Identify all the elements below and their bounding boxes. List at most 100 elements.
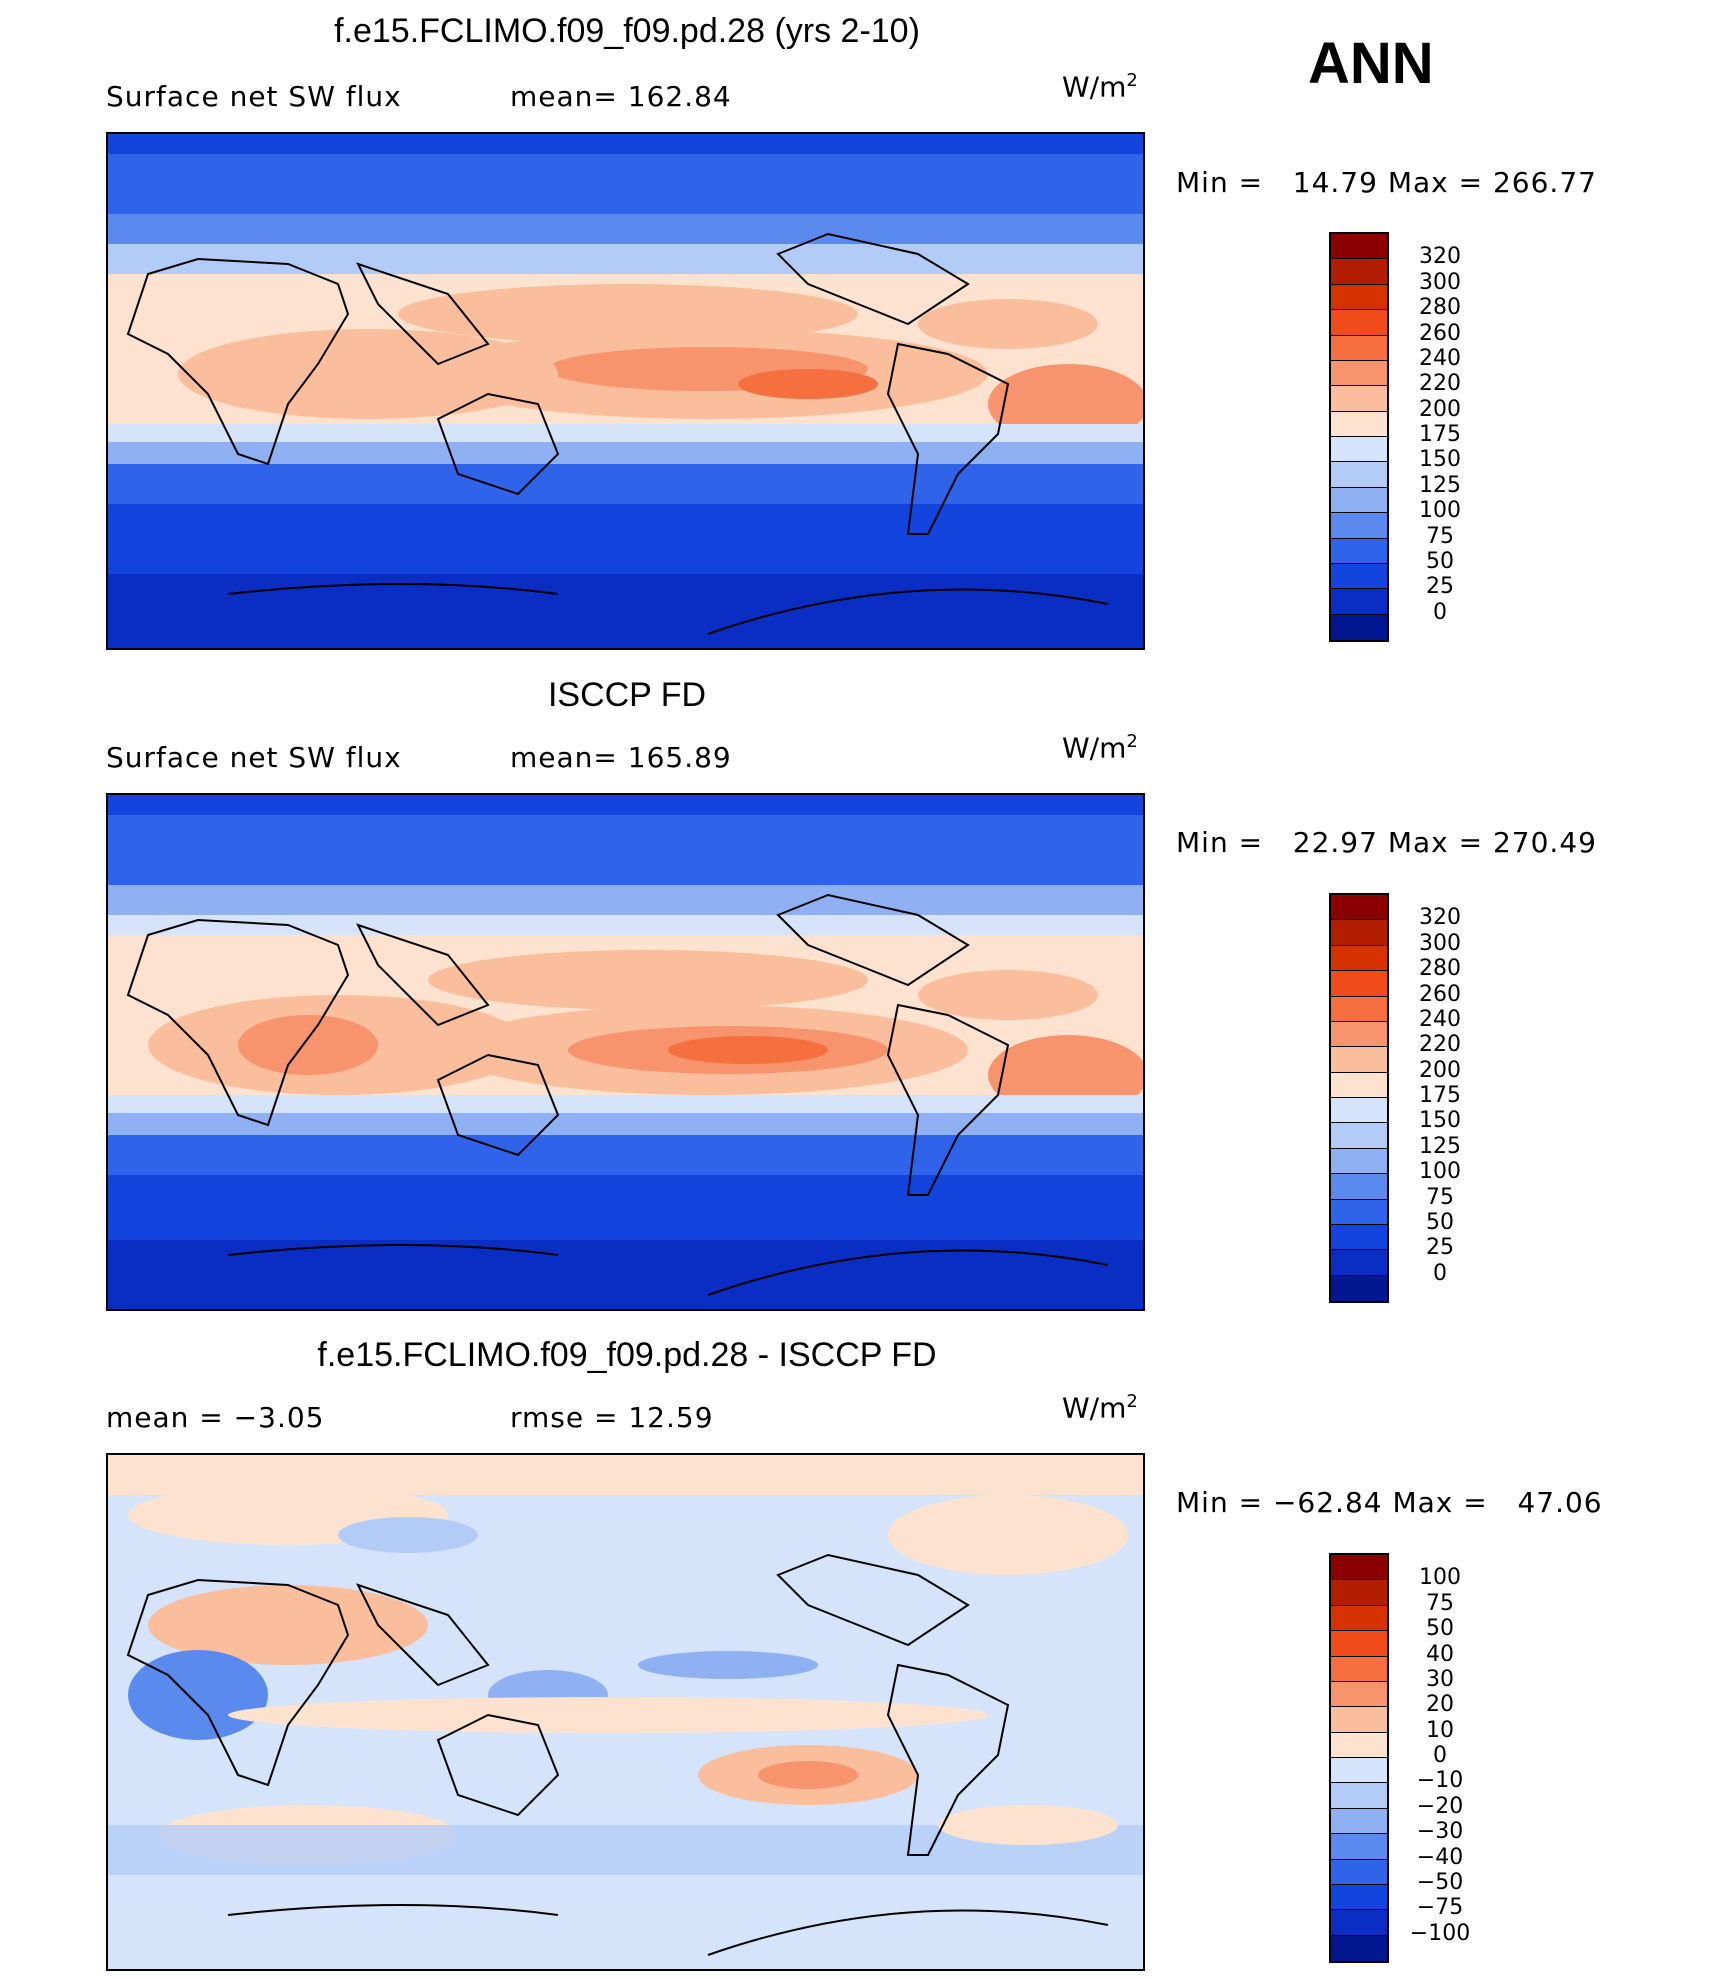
colorbar-tick-label: 240 — [1419, 1006, 1461, 1032]
colorbar-swatch — [1331, 1098, 1387, 1124]
colorbar-swatch — [1331, 895, 1387, 921]
colorbar-swatch — [1331, 1580, 1387, 1606]
colorbar-swatch — [1331, 1021, 1387, 1048]
panel-mean-model: mean= 162.84 — [510, 80, 732, 113]
colorbar-tick-label: 0 — [1433, 599, 1447, 625]
colorbar-swatch — [1331, 1605, 1387, 1632]
colorbar-tick-label: −20 — [1416, 1793, 1464, 1819]
colorbar-tick-label: 25 — [1426, 1235, 1454, 1261]
colorbar-tick-label: 100 — [1419, 1159, 1461, 1185]
map-diff — [106, 1453, 1145, 1971]
colorbar-swatch — [1331, 1935, 1387, 1961]
colorbar-swatch — [1331, 1123, 1387, 1149]
colorbar-tick-label: 25 — [1426, 574, 1454, 600]
colorbar-tick-label: 280 — [1419, 956, 1461, 982]
colorbar-tick-label: 75 — [1426, 1184, 1454, 1210]
colorbar-swatch — [1331, 1199, 1387, 1225]
colorbar-swatch — [1331, 360, 1387, 387]
colorbar-swatch — [1331, 411, 1387, 437]
colorbar-swatch — [1331, 1631, 1387, 1657]
colorbar-tick-label: 320 — [1419, 905, 1461, 931]
colorbar-swatch — [1331, 1174, 1387, 1200]
colorbar-swatch — [1331, 1555, 1387, 1581]
colorbar-swatch — [1331, 462, 1387, 488]
colorbar-swatch — [1331, 386, 1387, 412]
colorbar-tick-label: 300 — [1419, 269, 1461, 295]
colorbar-swatch — [1331, 1656, 1387, 1682]
colorbar-obs — [1329, 893, 1389, 1303]
colorbar-tick-label: 50 — [1426, 1616, 1454, 1642]
colorbar-swatch — [1331, 1250, 1387, 1276]
colorbar-diff — [1329, 1553, 1389, 1963]
colorbar-swatch — [1331, 589, 1387, 615]
colorbar-swatch — [1331, 538, 1387, 564]
colorbar-tick-label: 175 — [1419, 422, 1461, 447]
colorbar-tick-label: 50 — [1426, 548, 1454, 574]
colorbar-swatch — [1331, 437, 1387, 463]
units-label-model: W/m2 — [1062, 70, 1138, 104]
colorbar-tick-label: 150 — [1419, 1108, 1461, 1134]
colorbar-swatch — [1331, 1072, 1387, 1098]
colorbar-tick-label: 240 — [1419, 345, 1461, 371]
panel-mean-obs: mean= 165.89 — [510, 741, 732, 774]
colorbar-swatch — [1331, 1275, 1387, 1301]
units-label-obs: W/m2 — [1062, 731, 1138, 765]
colorbar-tick-label: 220 — [1419, 371, 1461, 397]
colorbar-tick-label: 10 — [1426, 1717, 1454, 1743]
colorbar-tick-label: 50 — [1426, 1209, 1454, 1235]
colorbar-swatch — [1331, 945, 1387, 972]
colorbar-swatch — [1331, 1732, 1387, 1758]
panel-title-obs: ISCCP FD — [547, 676, 707, 714]
colorbar-tick-label: 260 — [1419, 320, 1461, 346]
colorbar-tick-label: 75 — [1426, 523, 1454, 549]
colorbar-swatch — [1331, 1758, 1387, 1784]
colorbar-swatch — [1331, 1834, 1387, 1860]
colorbar-tick-label: 125 — [1419, 472, 1461, 498]
colorbar-swatch — [1331, 563, 1387, 590]
colorbar-tick-label: 30 — [1426, 1666, 1454, 1692]
colorbar-tick-label: 20 — [1426, 1692, 1454, 1718]
colorbar-tick-label: 100 — [1419, 498, 1461, 524]
map-obs — [106, 793, 1145, 1311]
colorbar-tick-label: 320 — [1419, 244, 1461, 270]
colorbar-swatch — [1331, 971, 1387, 997]
colorbar-swatch — [1331, 259, 1387, 285]
colorbar-swatch — [1331, 234, 1387, 260]
colorbar-tick-label: 220 — [1419, 1032, 1461, 1058]
colorbar-tick-label: 200 — [1419, 396, 1461, 422]
map-model — [106, 132, 1145, 650]
colorbar-tick-label: 260 — [1419, 981, 1461, 1007]
colorbar-tick-label: −100 — [1409, 1920, 1471, 1946]
colorbar-swatch — [1331, 335, 1387, 361]
colorbar-tick-label: 175 — [1419, 1083, 1461, 1108]
colorbar-tick-label: 75 — [1426, 1590, 1454, 1616]
colorbar-swatch — [1331, 513, 1387, 539]
colorbar-tick-label: −30 — [1416, 1819, 1464, 1845]
colorbar-swatch — [1331, 1707, 1387, 1733]
colorbar-swatch — [1331, 310, 1387, 336]
panel-left-label-obs: Surface net SW flux — [106, 741, 402, 774]
season-label: ANN — [1308, 31, 1434, 96]
colorbar-tick-label: −75 — [1416, 1895, 1464, 1921]
colorbar-swatch — [1331, 1148, 1387, 1175]
panel-left-label-model: Surface net SW flux — [106, 80, 402, 113]
panel-mean-diff: mean = −3.05 — [106, 1401, 325, 1434]
colorbar-tick-label: 0 — [1433, 1260, 1447, 1286]
colorbar-tick-label: 280 — [1419, 295, 1461, 321]
panel-title-model: f.e15.FCLIMO.f09_f09.pd.28 (yrs 2-10) — [334, 12, 920, 50]
colorbar-tick-label: 40 — [1426, 1641, 1454, 1667]
colorbar-swatch — [1331, 614, 1387, 640]
colorbar-tick-label: 125 — [1419, 1133, 1461, 1159]
min-max-diff: Min = −62.84 Max = 47.06 — [1176, 1486, 1603, 1519]
colorbar-swatch — [1331, 1681, 1387, 1708]
colorbar-swatch — [1331, 1808, 1387, 1835]
colorbar-tick-label: −10 — [1416, 1768, 1464, 1794]
colorbar-tick-label: −50 — [1416, 1869, 1464, 1895]
colorbar-swatch — [1331, 920, 1387, 946]
colorbar-swatch — [1331, 996, 1387, 1022]
colorbar-swatch — [1331, 284, 1387, 311]
colorbar-swatch — [1331, 487, 1387, 514]
colorbar-swatch — [1331, 1224, 1387, 1251]
colorbar-tick-label: −40 — [1416, 1844, 1464, 1870]
colorbar-swatch — [1331, 1910, 1387, 1936]
